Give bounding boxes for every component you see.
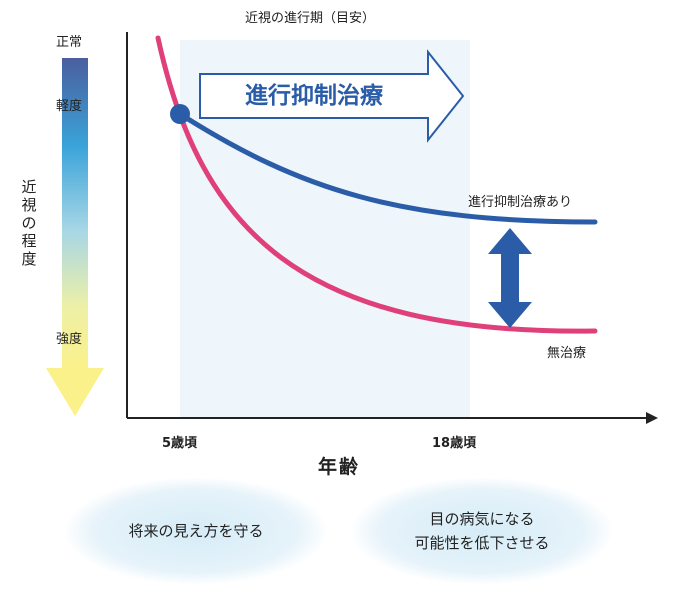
note-text-right: 目の病気になる 可能性を低下させる <box>414 510 550 552</box>
severity-gradient-arrow <box>46 58 104 416</box>
series-label-untreated: 無治療 <box>547 346 587 361</box>
treatment-arrow-label: 進行抑制治療 <box>245 83 383 109</box>
difference-double-arrow <box>488 228 532 328</box>
severity-label-normal: 正常 <box>56 35 83 50</box>
treatment-arrow <box>199 49 465 143</box>
note-bubble-left: 将来の見え方を守る <box>66 478 326 584</box>
start-point-marker <box>170 104 190 124</box>
x-tick-label-5: 5歳頃 <box>162 436 198 451</box>
severity-label-severe: 強度 <box>56 332 83 347</box>
note-text-left: 将来の見え方を守る <box>128 522 264 540</box>
y-axis-label: 近視の程度 <box>21 178 37 268</box>
chart-title: 近視の進行期（目安） <box>245 11 376 26</box>
series-line-treated <box>177 111 598 225</box>
x-axis-label: 年齢 <box>318 456 361 478</box>
note-bubble-right: 目の病気になる 可能性を低下させる <box>352 478 612 584</box>
x-tick-label-18: 18歳頃 <box>432 436 477 451</box>
x-axis-arrowhead <box>646 412 658 424</box>
series-label-treated: 進行抑制治療あり <box>468 195 573 210</box>
severity-label-mild: 軽度 <box>56 99 83 114</box>
